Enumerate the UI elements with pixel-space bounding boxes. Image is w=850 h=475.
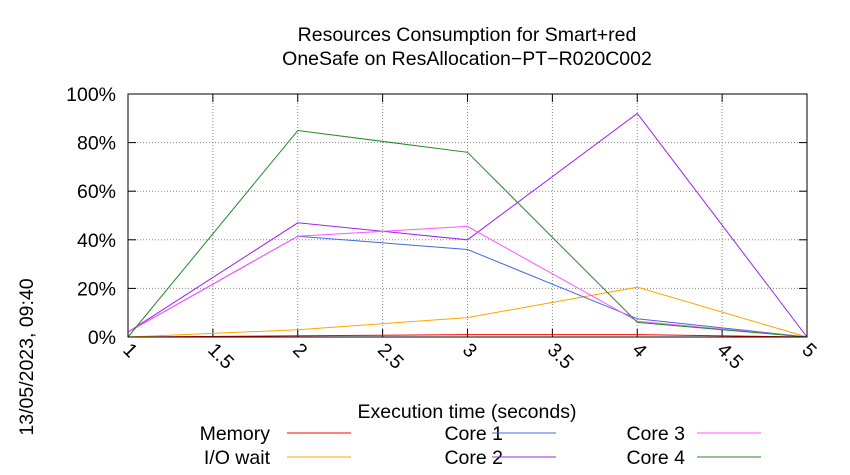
x-tick-label: 3.5 xyxy=(543,339,578,374)
legend-label-core-3: Core 3 xyxy=(626,423,685,445)
x-tick-label: 5 xyxy=(797,339,820,362)
chart-title-line1: Resources Consumption for Smart+red xyxy=(298,24,637,46)
series-line-core-4 xyxy=(127,129,808,338)
legend-label-i-o-wait: I/O wait xyxy=(204,447,271,469)
x-tick-label: 4.5 xyxy=(713,339,748,374)
side-timestamp-label: 13/05/2023, 09:40 xyxy=(16,278,38,435)
series-line-core-3 xyxy=(127,225,808,338)
x-tick-label: 2.5 xyxy=(373,339,408,374)
x-axis-ticks: 1 1.5 2 2.5 3 3.5 4 4.5 5 xyxy=(118,94,821,374)
x-tick-label: 1 xyxy=(118,339,141,362)
y-tick-label: 80% xyxy=(77,133,116,155)
series-lines xyxy=(127,112,808,338)
y-axis-ticks: 0% 20% 40% 60% 80% 100% xyxy=(66,84,807,349)
x-tick-label: 1.5 xyxy=(203,339,238,374)
x-tick-label: 2 xyxy=(288,339,311,362)
legend-label-core-2: Core 2 xyxy=(444,447,503,469)
grid-lines xyxy=(128,94,807,337)
series-line-core-2 xyxy=(127,112,808,338)
chart-title-line2: OneSafe on ResAllocation−PT−R020C002 xyxy=(282,48,652,70)
x-tick-label: 3 xyxy=(458,339,481,362)
y-tick-label: 20% xyxy=(77,278,116,300)
series-line-i-o-wait xyxy=(127,286,808,338)
x-axis-label: Execution time (seconds) xyxy=(358,401,577,423)
y-tick-label: 60% xyxy=(77,181,116,203)
y-tick-label: 40% xyxy=(77,230,116,252)
y-tick-label: 0% xyxy=(88,327,116,349)
y-tick-label: 100% xyxy=(66,84,116,106)
plot-border xyxy=(127,93,808,338)
series-line-memory xyxy=(127,334,808,338)
legend-label-core-1: Core 1 xyxy=(444,423,503,445)
legend-label-memory: Memory xyxy=(200,423,271,445)
x-tick-label: 4 xyxy=(628,339,651,362)
legend-label-core-4: Core 4 xyxy=(626,447,685,469)
